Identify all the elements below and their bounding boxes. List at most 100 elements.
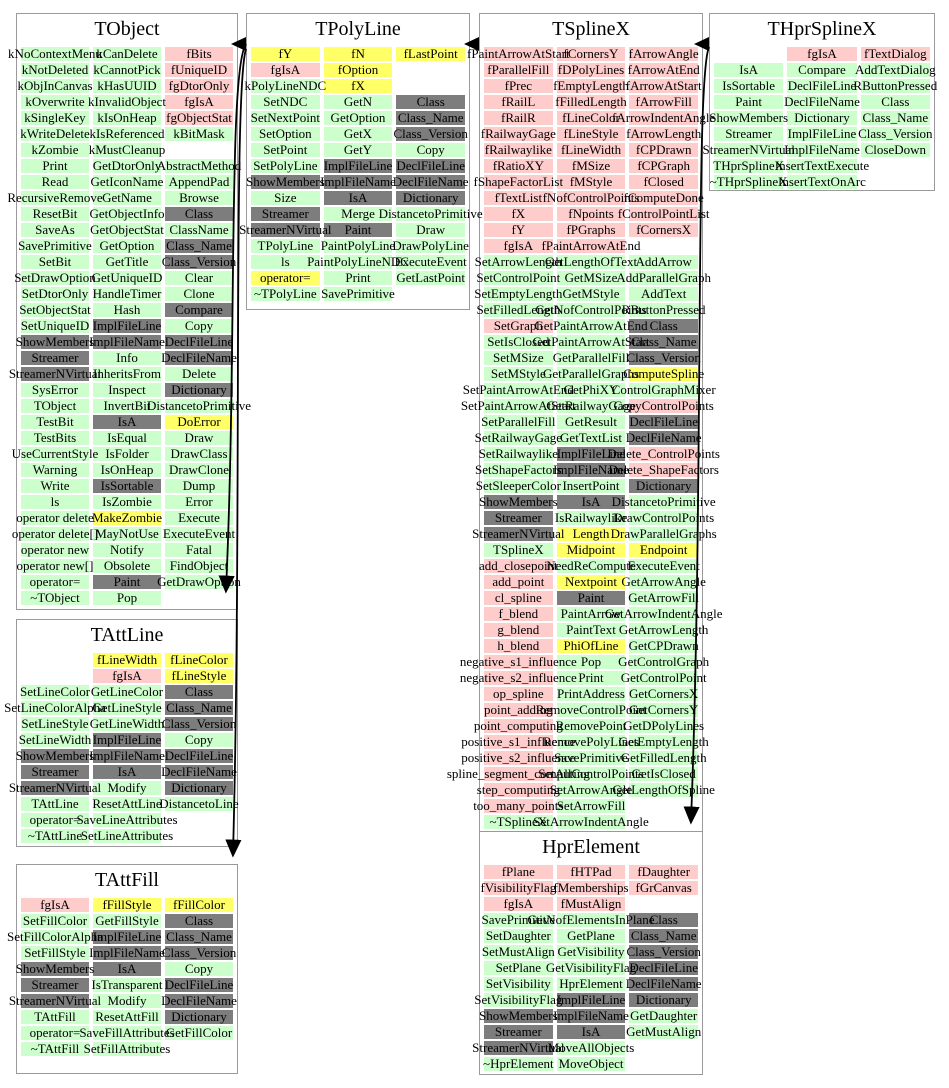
member-cell[interactable]: MakeZombie (92, 510, 162, 525)
member-cell[interactable]: Streamer (251, 206, 320, 221)
member-cell[interactable]: Print (323, 270, 393, 285)
member-cell[interactable]: fDPolyLines (556, 62, 626, 77)
member-cell[interactable]: DeclFileName (784, 94, 860, 109)
member-cell[interactable]: SetLineStyle (21, 716, 89, 731)
member-cell[interactable]: StreamerNVirtual (472, 526, 565, 541)
member-cell[interactable]: Print (556, 670, 626, 685)
class-title[interactable]: TAttLine (90, 624, 164, 646)
member-cell[interactable]: DrawClass (165, 446, 233, 461)
member-cell[interactable]: TSplineX (484, 542, 553, 557)
member-cell[interactable]: GetFillStyle (93, 913, 161, 928)
member-cell[interactable]: Class_Name (165, 700, 233, 715)
member-cell[interactable]: Copy (396, 142, 466, 157)
member-cell[interactable]: Class_Version (626, 350, 701, 365)
member-cell[interactable]: operator= (251, 270, 320, 285)
member-cell[interactable]: Modify (93, 993, 161, 1008)
member-cell[interactable]: operator new[] (17, 558, 93, 573)
member-cell[interactable]: TestBit (21, 414, 89, 429)
member-cell[interactable]: SetPoint (251, 142, 320, 157)
member-cell[interactable]: ~THprSplineX (710, 174, 788, 189)
member-cell[interactable]: GetLengthOfText (545, 254, 637, 269)
member-cell[interactable]: kIsOnHeap (93, 110, 161, 125)
member-cell[interactable]: Clear (165, 270, 233, 285)
member-cell[interactable]: Class_Name (396, 110, 466, 125)
member-cell[interactable]: StreamerNVirtual (9, 993, 101, 1008)
member-cell[interactable]: GetX (323, 126, 393, 141)
member-cell[interactable]: DeclFileLine (787, 78, 857, 93)
member-cell[interactable]: NeedReCompute (546, 558, 636, 573)
member-cell[interactable]: Dictionary (787, 110, 857, 125)
member-cell[interactable]: fPGraphs (556, 222, 626, 237)
member-cell[interactable]: GetUniqueID (92, 270, 162, 285)
member-cell[interactable]: SavePrimitive (481, 912, 555, 927)
member-cell[interactable]: PhiOfLine (556, 638, 626, 653)
member-cell[interactable]: IsOnHeap (93, 462, 161, 477)
member-cell[interactable]: Clone (165, 286, 233, 301)
member-cell[interactable]: GetVisibilityFlag (546, 960, 636, 975)
member-cell[interactable]: fgIsA (251, 62, 320, 77)
member-cell[interactable]: IsSortable (93, 478, 161, 493)
member-cell[interactable]: fgIsA (165, 94, 233, 109)
member-cell[interactable]: ShowMembers (709, 110, 788, 125)
member-cell[interactable]: UseCurrentStyle (12, 446, 98, 461)
member-cell[interactable]: GetN (323, 94, 393, 109)
class-title[interactable]: TObject (94, 18, 160, 40)
member-cell[interactable]: Class_Version (626, 944, 701, 959)
member-cell[interactable]: g_blend (484, 622, 553, 637)
member-cell[interactable]: fLastPoint (396, 46, 466, 61)
member-cell[interactable]: SetIsClosed (484, 334, 553, 349)
member-cell[interactable]: TPolyLine (251, 238, 320, 253)
member-cell[interactable]: Streamer (21, 764, 89, 779)
member-cell[interactable]: ClassName (165, 222, 233, 237)
member-cell[interactable]: operator delete (16, 510, 94, 525)
member-cell[interactable]: fHTPad (556, 864, 626, 879)
member-cell[interactable]: StreamerNVirtual (9, 366, 101, 381)
member-cell[interactable]: CopyControlPoints (613, 398, 714, 413)
member-cell[interactable]: ExecuteEvent (395, 254, 467, 269)
member-cell[interactable]: Write (21, 478, 89, 493)
member-cell[interactable]: ~TObject (21, 590, 89, 605)
member-cell[interactable]: GetEmptyLength (619, 734, 709, 749)
member-cell[interactable]: Read (21, 174, 89, 189)
member-cell[interactable]: point_adding (484, 702, 553, 717)
member-cell[interactable]: Length (556, 526, 626, 541)
member-cell[interactable]: ~TAttLine (21, 828, 89, 843)
member-cell[interactable]: Streamer (714, 126, 784, 141)
member-cell[interactable]: IsSortable (714, 78, 784, 93)
member-cell[interactable]: fOption (323, 62, 393, 77)
member-cell[interactable]: SetMSize (484, 350, 553, 365)
member-cell[interactable]: add_closepoint (479, 558, 558, 573)
member-cell[interactable]: DistancetoLine (159, 796, 239, 811)
member-cell[interactable]: fPaintArrowAtStart (467, 46, 570, 61)
member-cell[interactable]: GetIsClosed (629, 766, 699, 781)
member-cell[interactable]: GetMustAlign (626, 1024, 701, 1039)
member-cell[interactable]: fClosed (629, 174, 699, 189)
member-cell[interactable]: kCanDelete (93, 46, 161, 61)
member-cell[interactable]: kOverwrite (21, 94, 89, 109)
member-cell[interactable]: ImplFileName (89, 334, 165, 349)
member-cell[interactable]: Pop (556, 654, 626, 669)
member-cell[interactable]: SetDrawOption (14, 270, 96, 285)
member-cell[interactable]: fDaughter (629, 864, 699, 879)
member-cell[interactable]: Copy (165, 961, 233, 976)
member-cell[interactable]: SetLineWidth (19, 732, 91, 747)
member-cell[interactable]: SetFilledLength (476, 302, 560, 317)
member-cell[interactable]: DeclFileName (393, 174, 469, 189)
member-cell[interactable]: kBitMask (165, 126, 233, 141)
class-title[interactable]: HprElement (542, 836, 640, 858)
member-cell[interactable]: SetArrowAngle (550, 782, 632, 797)
member-cell[interactable]: StreamerNVirtual (239, 222, 332, 237)
member-cell[interactable]: fCPGraph (629, 158, 699, 173)
member-cell[interactable]: DeclFileName (161, 764, 237, 779)
member-cell[interactable]: Delete_ShapeFactors (608, 462, 719, 477)
member-cell[interactable]: GetMSize (556, 270, 626, 285)
member-cell[interactable]: AddArrow (629, 254, 699, 269)
member-cell[interactable]: Streamer (484, 510, 553, 525)
member-cell[interactable]: positive_s1_influence (461, 734, 575, 749)
member-cell[interactable]: SaveAs (21, 222, 89, 237)
member-cell[interactable]: ShowMembers (16, 961, 94, 976)
member-cell[interactable]: DistancetoPrimitive (147, 398, 251, 413)
member-cell[interactable]: kCannotPick (93, 62, 161, 77)
member-cell[interactable]: RButtonPressed (853, 78, 937, 93)
member-cell[interactable]: IsRailwaylike (555, 510, 627, 525)
